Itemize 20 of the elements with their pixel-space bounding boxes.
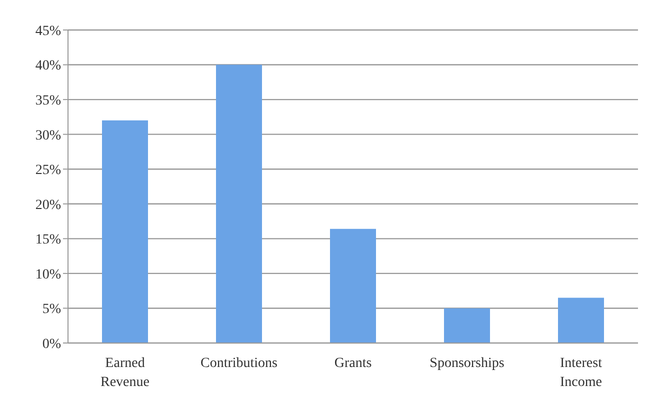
y-tick-label: 45% bbox=[35, 24, 62, 39]
bar bbox=[444, 308, 490, 343]
y-tick-label: 30% bbox=[35, 128, 62, 144]
y-tick-label: 40% bbox=[35, 58, 62, 74]
y-tick-label: 35% bbox=[35, 94, 62, 109]
bar bbox=[216, 64, 262, 343]
bar bbox=[102, 120, 148, 343]
x-tick-label: Sponsorships bbox=[430, 356, 504, 371]
x-tick-label: Contributions bbox=[200, 356, 278, 371]
y-tick-label: 5% bbox=[42, 302, 62, 318]
bar bbox=[330, 228, 376, 343]
y-tick-label: 15% bbox=[35, 232, 62, 248]
x-tick-label: Earned Revenue bbox=[100, 356, 150, 390]
y-tick-label: 25% bbox=[35, 163, 62, 178]
y-tick-label: 0% bbox=[42, 336, 62, 352]
y-tick-label: 10% bbox=[35, 267, 62, 282]
x-tick-label: Grants bbox=[334, 356, 372, 371]
y-tick-label: 20% bbox=[35, 198, 62, 213]
bar bbox=[558, 298, 604, 343]
x-tick-label: Interest Income bbox=[560, 356, 602, 390]
